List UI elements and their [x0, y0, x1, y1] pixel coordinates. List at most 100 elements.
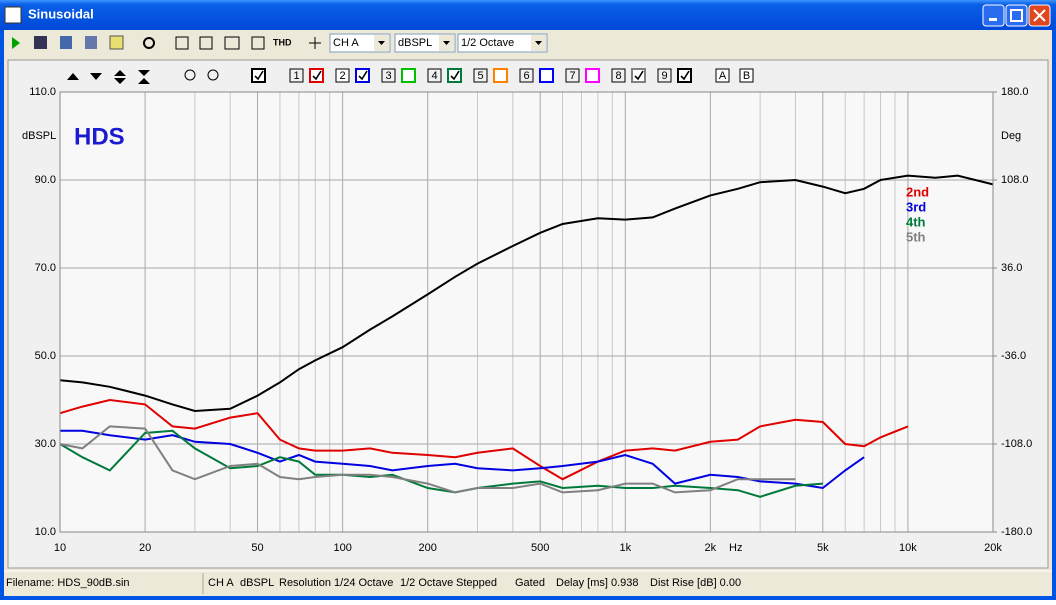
trace-number-box — [289, 68, 304, 83]
plot-area — [60, 92, 993, 532]
smoothing-select[interactable] — [457, 33, 548, 53]
tool-button[interactable] — [143, 37, 155, 49]
x-tick-label: 20 — [139, 542, 151, 554]
trace-number: 5 — [477, 70, 483, 82]
y2-tick-label: -108.0 — [1001, 438, 1032, 450]
dropdown-arrow-icon — [443, 41, 450, 45]
x-tick-label: 5k — [817, 542, 829, 554]
dropdown-arrow-icon — [535, 41, 542, 45]
series-layer — [59, 174, 994, 498]
trace-checkbox[interactable] — [677, 68, 692, 83]
checkmark — [634, 70, 644, 81]
series-line — [59, 425, 796, 494]
trace-number: 8 — [615, 70, 621, 82]
trace-number-box — [565, 68, 580, 83]
zoom-out[interactable] — [207, 69, 219, 81]
tool-button[interactable] — [199, 36, 213, 50]
trace-checkbox[interactable] — [585, 68, 600, 83]
close-icon — [1033, 9, 1046, 22]
y2-tick-label: -180.0 — [1001, 526, 1032, 538]
zoom-in[interactable] — [184, 69, 196, 81]
trace-number: 9 — [661, 70, 667, 82]
trace-number-box — [335, 68, 350, 83]
checkmark — [450, 70, 460, 81]
trace-checkbox[interactable] — [493, 68, 508, 83]
minimize-button[interactable] — [982, 4, 1005, 27]
checkmark — [312, 70, 322, 81]
expand[interactable] — [114, 70, 126, 84]
series-line — [59, 174, 994, 413]
tool-button[interactable] — [60, 36, 72, 49]
trace-checkbox[interactable] — [447, 68, 462, 83]
title-bar — [0, 0, 1056, 30]
compress[interactable] — [138, 70, 150, 84]
x-tick-label: 20k — [984, 542, 1002, 554]
marker-button[interactable] — [739, 68, 754, 83]
x-tick-label: 100 — [333, 542, 351, 554]
marker-button[interactable] — [715, 68, 730, 83]
status-item: CH A — [208, 577, 234, 589]
trace-checkbox[interactable] — [401, 68, 416, 83]
trace-number: 3 — [385, 70, 391, 82]
y2-tick-label: 180.0 — [1001, 86, 1029, 98]
status-item: 1/2 Octave — [400, 577, 453, 589]
status-item: dBSPL — [240, 577, 274, 589]
channel-select-text: CH A — [333, 37, 359, 49]
minimize-icon — [989, 18, 997, 21]
trace-number-box — [657, 68, 672, 83]
trace-number-box — [611, 68, 626, 83]
trace-number: 6 — [523, 70, 529, 82]
trace-checkbox[interactable] — [309, 68, 324, 83]
series-line — [60, 429, 865, 490]
annotation: HDS — [74, 123, 125, 150]
dropdown-arrow-icon — [378, 41, 385, 45]
trace-number: 2 — [339, 70, 345, 82]
trace-number: 7 — [569, 70, 575, 82]
x-tick-label: 2k — [705, 542, 717, 554]
y-tick-label: 30.0 — [35, 438, 56, 450]
checkmark — [254, 70, 264, 81]
series-line — [59, 429, 823, 498]
trace-checkbox[interactable] — [631, 68, 646, 83]
maximize-icon — [1010, 9, 1023, 22]
status-item: Delay [ms] 0.938 — [556, 577, 639, 589]
scroll-down[interactable] — [90, 73, 102, 80]
maximize-button[interactable] — [1005, 4, 1028, 27]
trace-checkbox[interactable] — [251, 68, 266, 83]
status-bar — [4, 571, 1052, 596]
x-tick-label: 500 — [531, 542, 549, 554]
trace-checkbox[interactable] — [355, 68, 370, 83]
y-tick-label: 90.0 — [35, 174, 56, 186]
thd-button[interactable]: THD — [273, 37, 292, 47]
status-item: Dist Rise [dB] 0.00 — [650, 577, 741, 589]
run-button[interactable] — [12, 37, 20, 49]
x-tick-label: 50 — [251, 542, 263, 554]
tool-button[interactable] — [309, 37, 321, 49]
tool-button[interactable] — [175, 36, 189, 50]
trace-number-box — [519, 68, 534, 83]
save-button[interactable] — [34, 36, 47, 49]
tool-button[interactable] — [224, 36, 240, 50]
trace-number: 4 — [431, 70, 437, 82]
y2-axis-label: Deg — [1001, 130, 1021, 142]
tool-button[interactable] — [85, 36, 97, 49]
trace-checkbox[interactable] — [539, 68, 554, 83]
smoothing-select-text: 1/2 Octave — [461, 37, 514, 49]
x-unit-label: Hz — [729, 542, 742, 554]
y-tick-label: 10.0 — [35, 526, 56, 538]
status-item: Gated — [515, 577, 545, 589]
tool-button[interactable] — [251, 36, 265, 50]
marker-button-label: A — [719, 70, 727, 82]
checkmark — [680, 70, 690, 81]
trace-number: 1 — [293, 70, 299, 82]
scroll-up[interactable] — [67, 73, 79, 80]
status-item: Stepped — [456, 577, 497, 589]
legend-label: 2nd — [906, 184, 929, 199]
tool-button[interactable] — [109, 35, 124, 50]
y-tick-label: 70.0 — [35, 262, 56, 274]
y2-tick-label: 108.0 — [1001, 174, 1029, 186]
trace-number-box — [427, 68, 442, 83]
x-tick-label: 10k — [899, 542, 917, 554]
